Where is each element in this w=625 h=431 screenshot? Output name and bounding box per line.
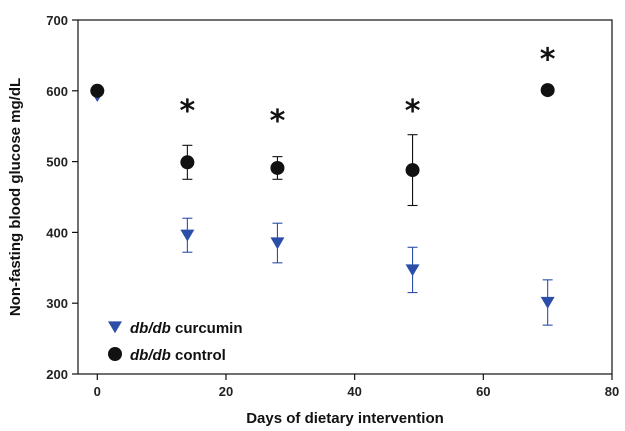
x-tick-label: 80 [605, 384, 619, 399]
legend-label: db/db curcumin [130, 320, 243, 337]
data-point-curcumin [405, 264, 420, 277]
legend-label-italic: db/db [130, 347, 171, 364]
data-point-control [90, 83, 105, 98]
y-tick-label: 300 [46, 296, 68, 311]
significance-star: * [270, 104, 286, 139]
significance-star: * [180, 94, 196, 129]
plot-frame [77, 19, 613, 375]
significance-star: * [405, 94, 421, 129]
x-tick-label: 40 [347, 384, 361, 399]
y-tick-label: 600 [46, 84, 68, 99]
legend-marker-control [108, 347, 122, 361]
y-tick-label: 400 [46, 225, 68, 240]
legend-label-italic: db/db [130, 320, 171, 337]
y-tick-label: 700 [46, 13, 68, 28]
data-point-control [180, 155, 195, 170]
legend-label-suffix: control [171, 347, 226, 364]
x-tick-label: 60 [476, 384, 490, 399]
x-axis-title: Days of dietary intervention [246, 410, 444, 427]
legend-marker-curcumin [108, 321, 122, 334]
data-point-curcumin [270, 237, 285, 250]
y-tick-label: 500 [46, 155, 68, 170]
y-axis-title: Non-fasting blood glucose mg/dL [7, 78, 24, 316]
x-tick-label: 0 [94, 384, 101, 399]
legend-label-suffix: curcumin [171, 320, 243, 337]
x-tick-label: 20 [219, 384, 233, 399]
legend-label: db/db control [130, 347, 226, 364]
y-tick-label: 200 [46, 367, 68, 382]
data-point-curcumin [540, 296, 555, 309]
data-point-control [270, 160, 285, 175]
data-point-curcumin [180, 229, 195, 242]
data-point-control [540, 83, 555, 98]
data-point-control [405, 163, 420, 178]
significance-star: * [540, 42, 556, 77]
